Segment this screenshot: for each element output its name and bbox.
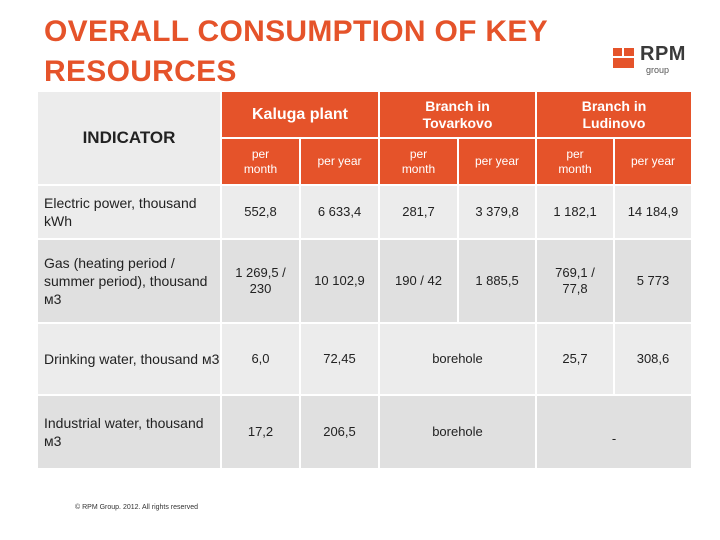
logo-subtext: group: [646, 65, 670, 75]
rpm-logo-icon: [613, 48, 634, 68]
table-cell: 206,5: [301, 396, 378, 468]
table-cell: 14 184,9: [615, 186, 691, 238]
subheader-tovarkovo-year: per year: [459, 139, 535, 184]
table-cell: 1 182,1: [537, 186, 613, 238]
plant-header-kaluga: Kaluga plant: [222, 92, 378, 137]
table-cell: 5 773: [615, 240, 691, 322]
subheader-ludinovo-year: per year: [615, 139, 691, 184]
table-cell: borehole: [380, 324, 535, 394]
table-cell: borehole: [380, 396, 535, 468]
table-cell: 25,7: [537, 324, 613, 394]
row-label-industrial-water: Industrial water, thousand м3: [38, 396, 220, 468]
subheader-kaluga-year: per year: [301, 139, 378, 184]
indicator-header: INDICATOR: [82, 128, 176, 147]
table-cell: 72,45: [301, 324, 378, 394]
table-cell: 1 269,5 / 230: [222, 240, 299, 322]
table-cell: 6,0: [222, 324, 299, 394]
table-cell: 281,7: [380, 186, 457, 238]
indicator-header-cell: INDICATOR: [38, 92, 220, 184]
table-cell: 1 885,5: [459, 240, 535, 322]
copyright-notice: © RPM Group. 2012. All rights reserved: [75, 504, 199, 511]
plant-header-ludinovo: Branch in Ludinovo: [537, 92, 691, 137]
table-cell: 10 102,9: [301, 240, 378, 322]
plant-header-tovarkovo: Branch in Tovarkovo: [380, 92, 535, 137]
subheader-ludinovo-month: per month: [537, 139, 613, 184]
subheader-tovarkovo-month: per month: [380, 139, 457, 184]
row-label-gas: Gas (heating period / summer period), th…: [38, 240, 220, 322]
table-cell: 552,8: [222, 186, 299, 238]
table-cell: -: [537, 396, 691, 468]
consumption-table: INDICATOR Kaluga plant Branch in Tovarko…: [38, 92, 691, 468]
table-cell: 17,2: [222, 396, 299, 468]
row-label-drinking-water: Drinking water, thousand м3: [38, 324, 220, 394]
row-label-electric-power: Electric power, thousand kWh: [38, 186, 220, 238]
subheader-kaluga-month: per month: [222, 139, 299, 184]
table-cell: 308,6: [615, 324, 691, 394]
rpm-group-logo: RPM group: [612, 43, 692, 76]
table-cell: 769,1 / 77,8: [537, 240, 613, 322]
page-title: OVERALL CONSUMPTION OF KEY RESOURCES: [44, 15, 548, 88]
table-cell: 6 633,4: [301, 186, 378, 238]
table-cell: 3 379,8: [459, 186, 535, 238]
logo-text: RPM: [640, 43, 686, 65]
table-cell: 190 / 42: [380, 240, 457, 322]
